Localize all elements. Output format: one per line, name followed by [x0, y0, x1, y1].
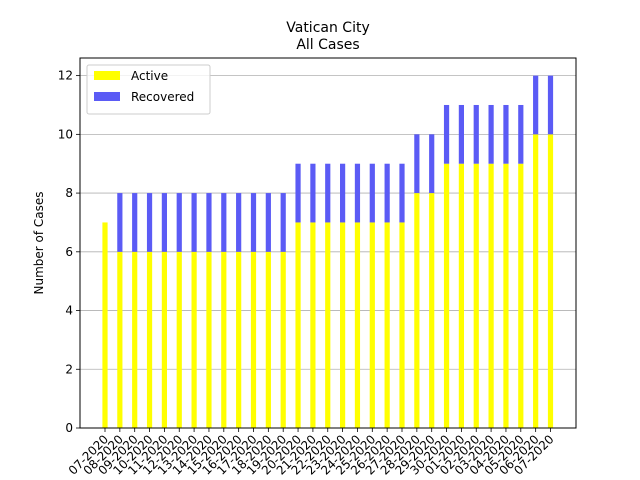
x-axis: 07-202008-202009-202010-202011-202012-20… [66, 428, 557, 478]
bars [102, 75, 554, 428]
bar-recovered [547, 75, 554, 135]
legend-label-active: Active [131, 69, 168, 83]
y-axis: 0 2 4 6 8 10 12 [58, 69, 80, 435]
bar-recovered [503, 104, 509, 164]
bar-active [102, 222, 108, 428]
bar-recovered [384, 163, 390, 223]
bar-recovered [340, 163, 346, 223]
bar-recovered [518, 104, 524, 164]
bar-recovered [265, 193, 271, 252]
y-axis-label: Number of Cases [32, 191, 46, 294]
bar-recovered [354, 163, 361, 223]
bar-recovered [429, 134, 435, 194]
bar-active [414, 193, 420, 428]
bar-recovered [132, 193, 138, 252]
bar-recovered [206, 193, 212, 252]
y-tick-label: 10 [58, 127, 73, 141]
bar-active [132, 251, 138, 428]
y-tick-label: 8 [65, 186, 73, 200]
y-tick-label: 12 [58, 69, 73, 83]
bar-active [176, 251, 182, 428]
bar-active [384, 222, 390, 428]
y-tick-label: 0 [65, 421, 73, 435]
bar-recovered [443, 104, 450, 164]
bar-recovered [310, 163, 316, 223]
bar-recovered [295, 163, 301, 223]
y-tick-label: 4 [65, 304, 73, 318]
bar-active [547, 134, 554, 428]
bar-recovered [236, 193, 242, 252]
bar-active [221, 251, 227, 428]
bar-recovered [325, 163, 331, 223]
bar-active [250, 251, 257, 428]
bar-recovered [399, 163, 405, 223]
y-tick-label: 2 [65, 362, 73, 376]
bar-active [443, 163, 450, 428]
bar-recovered [221, 193, 227, 252]
bar-active [369, 222, 375, 428]
bar-active [117, 251, 123, 428]
bar-recovered [280, 193, 286, 252]
bar-recovered [176, 193, 182, 252]
bar-active [146, 251, 153, 428]
bar-active [161, 251, 167, 428]
bar-recovered [117, 193, 123, 252]
legend-label-recovered: Recovered [131, 90, 194, 104]
bar-recovered [250, 193, 257, 252]
bar-active [503, 163, 509, 428]
legend: Active Recovered [86, 64, 211, 115]
bar-recovered [473, 104, 479, 164]
bar-recovered [458, 104, 464, 164]
chart-title: Vatican City [286, 20, 370, 36]
bar-recovered [533, 75, 539, 135]
bar-active [429, 193, 435, 428]
bar-active [399, 222, 405, 428]
bar-active [206, 251, 212, 428]
bar-active [533, 134, 539, 428]
bar-active [325, 222, 331, 428]
bar-active [191, 251, 197, 428]
bar-active [310, 222, 316, 428]
y-tick-label: 6 [65, 245, 73, 259]
bar-active [340, 222, 346, 428]
bar-active [488, 163, 494, 428]
bar-recovered [488, 104, 494, 164]
legend-swatch-recovered [94, 92, 120, 101]
bar-active [265, 251, 271, 428]
bar-recovered [161, 193, 167, 252]
bar-active [236, 251, 242, 428]
bar-active [473, 163, 479, 428]
bar-active [518, 163, 524, 428]
bar-recovered [146, 193, 153, 252]
bar-recovered [369, 163, 375, 223]
bar-active [280, 251, 286, 428]
bar-recovered [414, 134, 420, 194]
bar-recovered [191, 193, 197, 252]
bar-active [458, 163, 464, 428]
legend-swatch-active [94, 71, 120, 80]
bar-active [295, 222, 301, 428]
chart-subtitle: All Cases [296, 37, 359, 53]
bar-active [354, 222, 361, 428]
